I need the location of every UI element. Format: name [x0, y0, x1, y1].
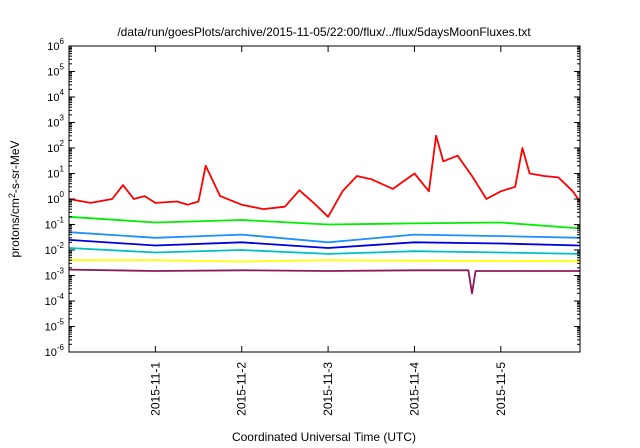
- series-line-6: [68, 268, 580, 295]
- series-line-3: [68, 239, 581, 249]
- series-line-2: [68, 231, 581, 244]
- y-tick-label: 10-5: [45, 318, 65, 334]
- y-tick-label: 10-1: [45, 216, 65, 232]
- x-tick-label: 2015-11-2: [235, 362, 249, 416]
- y-tick-label: 100: [47, 190, 64, 206]
- y-tick-label: 101: [47, 165, 64, 181]
- y-tick-label: 10-6: [45, 343, 65, 359]
- y-tick-label: 105: [47, 63, 64, 79]
- x-tick-label: 2015-11-1: [148, 362, 162, 416]
- y-tick-label: 10-2: [45, 241, 65, 257]
- chart-title: /data/run/goesPlots/archive/2015-11-05/2…: [117, 25, 531, 39]
- series-layer: [68, 134, 581, 295]
- y-tick-label: 10-4: [45, 292, 65, 308]
- x-tick-label: 2015-11-4: [407, 362, 421, 416]
- x-tick-label: 2015-11-5: [494, 362, 508, 416]
- axis-layer: 10-6 10-5 10-4 10-3 10-2 10-1 100 101 102 103 104 1…: [45, 37, 580, 416]
- y-tick-label: 104: [47, 88, 64, 104]
- series-line-1: [68, 215, 581, 230]
- series-line-5: [69, 259, 581, 263]
- x-axis-label: Coordinated Universal Time (UTC): [232, 430, 416, 444]
- series-line-0: [68, 134, 581, 218]
- y-tick-label: 106: [47, 37, 64, 53]
- series-line-4: [68, 247, 581, 255]
- x-tick-label: 2015-11-3: [321, 362, 335, 416]
- y-tick-label: 103: [47, 114, 64, 130]
- y-axis-label: protons/cm2-s-sr-MeV: [7, 140, 22, 257]
- y-tick-label: 102: [47, 139, 64, 155]
- y-tick-label: 10-3: [45, 267, 65, 283]
- plot-frame: [68, 45, 581, 353]
